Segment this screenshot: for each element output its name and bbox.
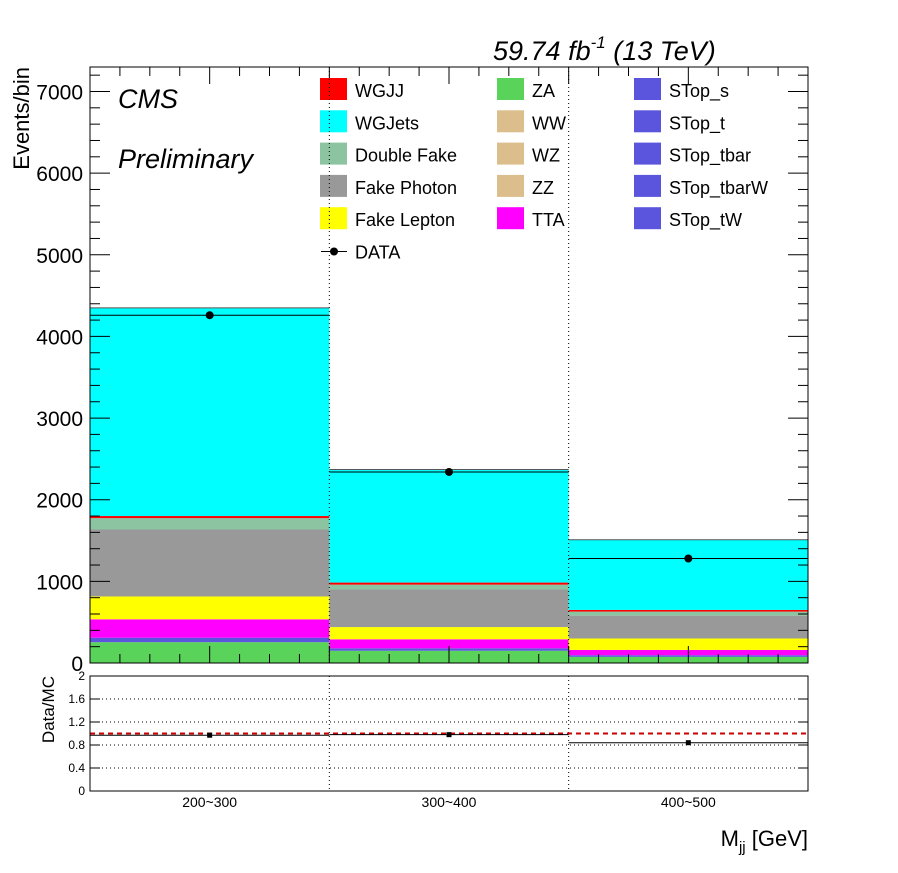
bar-fake-lepton-bin-3 (568, 638, 808, 650)
bar-wgjj-bin-2 (329, 582, 569, 585)
legend-label-double-fake: Double Fake (355, 146, 457, 166)
legend-swatch-stop-tbarw (634, 174, 661, 197)
main-data-points (90, 311, 808, 563)
ratio-y-tick-label: 0 (78, 784, 85, 798)
ratio-y-tick-label: 1.6 (68, 692, 85, 706)
legend-label-zz: ZZ (532, 178, 554, 198)
legend-swatch-wgjets (320, 110, 347, 133)
legend-swatch-ww (497, 110, 524, 133)
legend-swatch-stop-t (634, 110, 661, 133)
legend-swatch-wgjj (320, 78, 347, 100)
legend-marker-data (330, 247, 338, 256)
y-axis-label: Events/bin (9, 67, 34, 170)
bar-wgjets-bin-1 (90, 307, 330, 517)
luminosity-value: 59.74 fb (493, 36, 591, 66)
main-axis-ticks: 0 1000 2000 3000 4000 5000 6000 7000 (36, 67, 809, 676)
y-tick-label: 7000 (36, 81, 83, 104)
legend-swatch-za (497, 78, 524, 100)
luminosity-label: 59.74 fb-1 (13 TeV) (493, 33, 716, 66)
bar-fake-photon-bin-1 (90, 529, 330, 597)
x-tick-label-bin-2: 300~400 (422, 794, 477, 810)
preliminary-label: Preliminary (118, 144, 255, 174)
x-axis-label-main: M (721, 826, 739, 851)
legend-swatch-stop-tbar (634, 142, 661, 165)
legend-label-ww: WW (532, 113, 566, 133)
legend-swatch-zz (497, 174, 524, 197)
legend-label-wgjj: WGJJ (355, 81, 404, 101)
y-tick-label: 6000 (36, 163, 83, 186)
legend-swatch-tta (497, 207, 524, 230)
bar-wgjj-bin-3 (568, 609, 808, 612)
ratio-plot-frame (89, 675, 809, 792)
x-axis-label-subscript: jj (738, 839, 746, 856)
legend-swatch-fake-photon (320, 174, 347, 197)
legend: WGJJ WGJets Double Fake Fake Photon Fake Lep… (320, 78, 768, 263)
bar-fake-photon-bin-2 (329, 589, 569, 628)
energy-label: (13 TeV) (606, 36, 716, 66)
legend-label-wz: WZ (532, 146, 560, 166)
data-point-bin-1 (205, 311, 214, 320)
bar-tta-bin-1 (90, 619, 330, 638)
legend-label-fake-photon: Fake Photon (355, 178, 457, 198)
bar-tta-bin-2 (329, 639, 569, 649)
legend-label-za: ZA (532, 81, 555, 101)
bar-double-fake-bin-1 (90, 518, 330, 530)
legend-swatch-wz (497, 142, 524, 165)
y-tick-label: 1000 (36, 571, 83, 594)
ratio-y-tick-label: 1.2 (68, 715, 85, 729)
luminosity-exponent: -1 (591, 33, 606, 52)
x-tick-labels: 200~300 300~400 400~500 (182, 794, 716, 810)
ratio-axis-ticks: 0 0.4 0.8 1.2 1.6 2 (68, 669, 808, 798)
y-tick-label: 0 (71, 653, 83, 676)
legend-swatch-stop-tw (634, 207, 661, 230)
main-stack-bars (90, 307, 808, 663)
y-tick-label: 3000 (36, 408, 83, 431)
ratio-point-bin-2 (446, 732, 452, 738)
ratio-y-tick-label: 0.4 (68, 761, 85, 775)
y-tick-label: 4000 (36, 326, 83, 349)
bar-double-fake-bin-2 (329, 584, 569, 590)
bar-fake-lepton-bin-2 (329, 627, 569, 640)
y-tick-label: 2000 (36, 490, 83, 513)
bar-fake-photon-bin-3 (568, 615, 808, 639)
bar-stop-tw-bin-1 (90, 637, 330, 643)
legend-label-wgjets: WGJets (355, 113, 419, 133)
data-point-bin-3 (684, 554, 693, 563)
legend-label-stop-s: STop_s (669, 81, 729, 102)
legend-label-stop-t: STop_t (669, 113, 725, 134)
cms-label: CMS (118, 84, 178, 114)
legend-label-stop-tbarw: STop_tbarW (669, 178, 768, 199)
bar-wgjj-bin-1 (90, 516, 330, 519)
ratio-y-tick-label: 0.8 (68, 738, 85, 752)
x-axis-label: Mjj [GeV] (721, 826, 808, 856)
bar-wgjets-bin-3 (568, 539, 808, 610)
data-point-bin-2 (445, 467, 453, 476)
y-tick-label: 5000 (36, 245, 83, 268)
legend-swatch-double-fake (320, 142, 347, 165)
x-axis-label-unit: [GeV] (746, 826, 808, 851)
ratio-y-axis-label: Data/MC (39, 676, 58, 743)
ratio-point-bin-3 (685, 740, 691, 746)
bar-wgjets-bin-2 (329, 469, 569, 583)
bar-double-fake-bin-3 (568, 611, 808, 616)
legend-label-data: DATA (355, 243, 400, 263)
ratio-y-tick-label: 2 (78, 669, 85, 683)
legend-swatch-stop-s (634, 78, 661, 100)
ratio-point-bin-1 (207, 732, 213, 738)
ratio-points (90, 732, 808, 746)
x-tick-label-bin-3: 400~500 (661, 794, 716, 810)
legend-label-fake-lepton: Fake Lepton (355, 210, 455, 230)
ratio-gridlines (90, 67, 808, 791)
bar-fake-lepton-bin-1 (90, 596, 330, 620)
legend-label-stop-tbar: STop_tbar (669, 146, 751, 167)
x-tick-label-bin-1: 200~300 (182, 794, 237, 810)
legend-label-stop-tw: STop_tW (669, 210, 742, 231)
legend-label-tta: TTA (532, 210, 565, 230)
legend-swatch-fake-lepton (320, 207, 347, 230)
